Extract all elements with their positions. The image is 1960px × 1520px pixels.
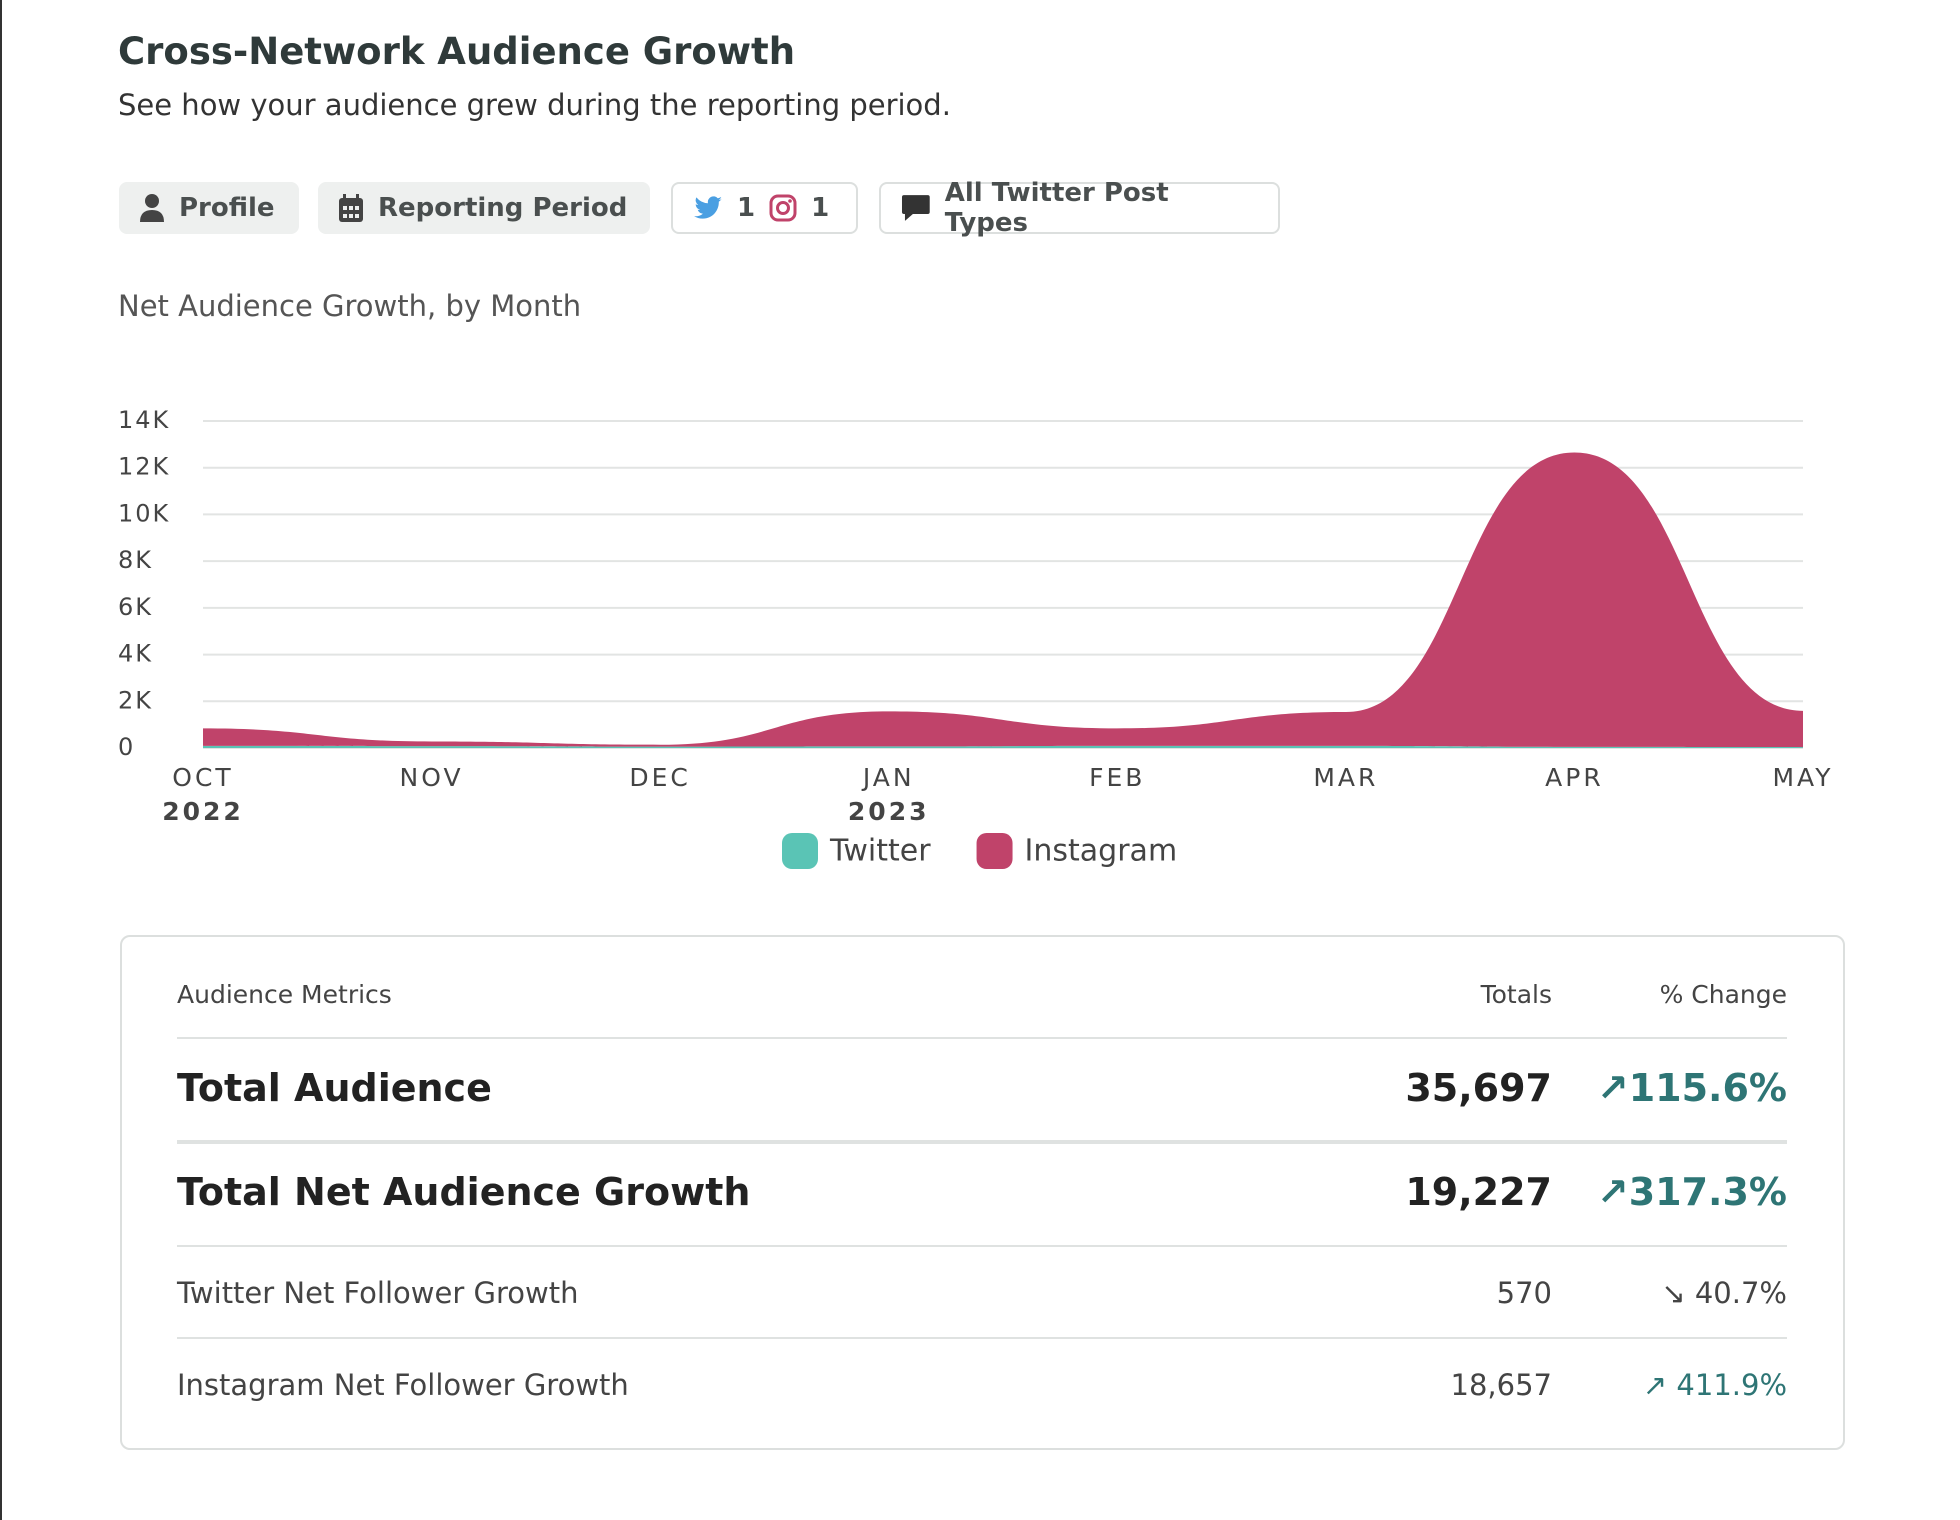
- year-label: 2023: [848, 797, 930, 826]
- network-filter[interactable]: 1 1: [671, 182, 858, 234]
- calendar-icon: [339, 194, 363, 222]
- x-tick-label: FEB: [1089, 763, 1145, 792]
- metrics-card: [120, 935, 1845, 1450]
- legend-swatch: [782, 833, 818, 869]
- table-row: Twitter Net Follower Growth 570 ↘ 40.7%: [177, 1270, 1787, 1316]
- y-tick-label: 2K: [118, 686, 153, 714]
- profile-filter[interactable]: Profile: [119, 182, 299, 234]
- subtitle: See how your audience grew during the re…: [118, 88, 951, 122]
- period-filter[interactable]: Reporting Period: [318, 182, 650, 234]
- profile-label: Profile: [179, 193, 275, 223]
- x-tick-label: NOV: [400, 763, 464, 792]
- y-tick-label: 6K: [118, 593, 153, 621]
- row-divider: [177, 1037, 1787, 1039]
- instagram-icon: [769, 194, 797, 222]
- table-row: Instagram Net Follower Growth 18,657 ↗ 411…: [177, 1362, 1787, 1408]
- header-cell: Audience Metrics: [177, 979, 392, 1009]
- table-row: Total Net Audience Growth 19,227 ↗317.3%: [177, 1164, 1787, 1220]
- x-tick-label: JAN: [861, 763, 915, 792]
- instagram-count: 1: [811, 193, 830, 223]
- legend-label: Instagram: [1025, 834, 1178, 869]
- y-tick-label: 12K: [118, 453, 170, 481]
- y-tick-label: 8K: [118, 546, 153, 574]
- metric-name: Total Net Audience Growth: [177, 1170, 751, 1214]
- area: [203, 745, 1803, 748]
- row-divider: [177, 1140, 1787, 1144]
- metric-total: 35,697: [1405, 1066, 1552, 1110]
- metric-total: 570: [1496, 1276, 1552, 1310]
- table-header: Audience Metrics Totals % Change: [177, 975, 1787, 1013]
- row-divider: [177, 1245, 1787, 1247]
- post-type-label: All Twitter Post Types: [944, 178, 1169, 238]
- y-tick-label: 10K: [118, 499, 170, 527]
- metric-total: 18,657: [1450, 1368, 1552, 1402]
- twitter-count: 1: [737, 193, 756, 223]
- metric-total: 19,227: [1405, 1170, 1552, 1214]
- metric-change: ↗115.6%: [1596, 1066, 1787, 1110]
- legend-swatch: [976, 833, 1013, 869]
- user-icon: [140, 194, 164, 222]
- chart: Net Audience Growth, by Month 0 2K 4K 6K 8K 1…: [118, 289, 1833, 869]
- metric-name: Instagram Net Follower Growth: [177, 1368, 629, 1402]
- header-cell: Totals: [1480, 979, 1552, 1009]
- chart-title: Net Audience Growth, by Month: [118, 289, 581, 323]
- x-tick-label: MAY: [1772, 763, 1833, 792]
- x-tick-label: DEC: [629, 763, 691, 792]
- header-cell: % Change: [1659, 979, 1787, 1009]
- metric-change: ↘ 40.7%: [1661, 1276, 1787, 1310]
- x-tick-label: APR: [1545, 763, 1604, 792]
- row-divider: [177, 1337, 1787, 1339]
- y-tick-label: 14K: [118, 406, 170, 434]
- comment-icon: [901, 195, 930, 221]
- y-tick-label: 0: [118, 733, 135, 761]
- x-tick-label: OCT: [172, 763, 233, 792]
- post-type-filter[interactable]: All Twitter Post Types: [879, 178, 1280, 238]
- legend-label: Twitter: [829, 834, 931, 869]
- x-tick-label: MAR: [1313, 763, 1378, 792]
- metric-name: Total Audience: [177, 1066, 492, 1110]
- period-label: Reporting Period: [378, 193, 628, 223]
- y-tick-label: 4K: [118, 640, 153, 668]
- area: [203, 452, 1803, 748]
- title: Cross-Network Audience Growth: [118, 30, 796, 73]
- metric-name: Twitter Net Follower Growth: [177, 1276, 579, 1310]
- metric-change: ↗317.3%: [1596, 1170, 1787, 1214]
- table-row: Total Audience 35,697 ↗115.6%: [177, 1060, 1787, 1116]
- year-label: 2022: [162, 797, 244, 826]
- twitter-icon: [694, 196, 722, 219]
- metric-change: ↗ 411.9%: [1642, 1368, 1787, 1402]
